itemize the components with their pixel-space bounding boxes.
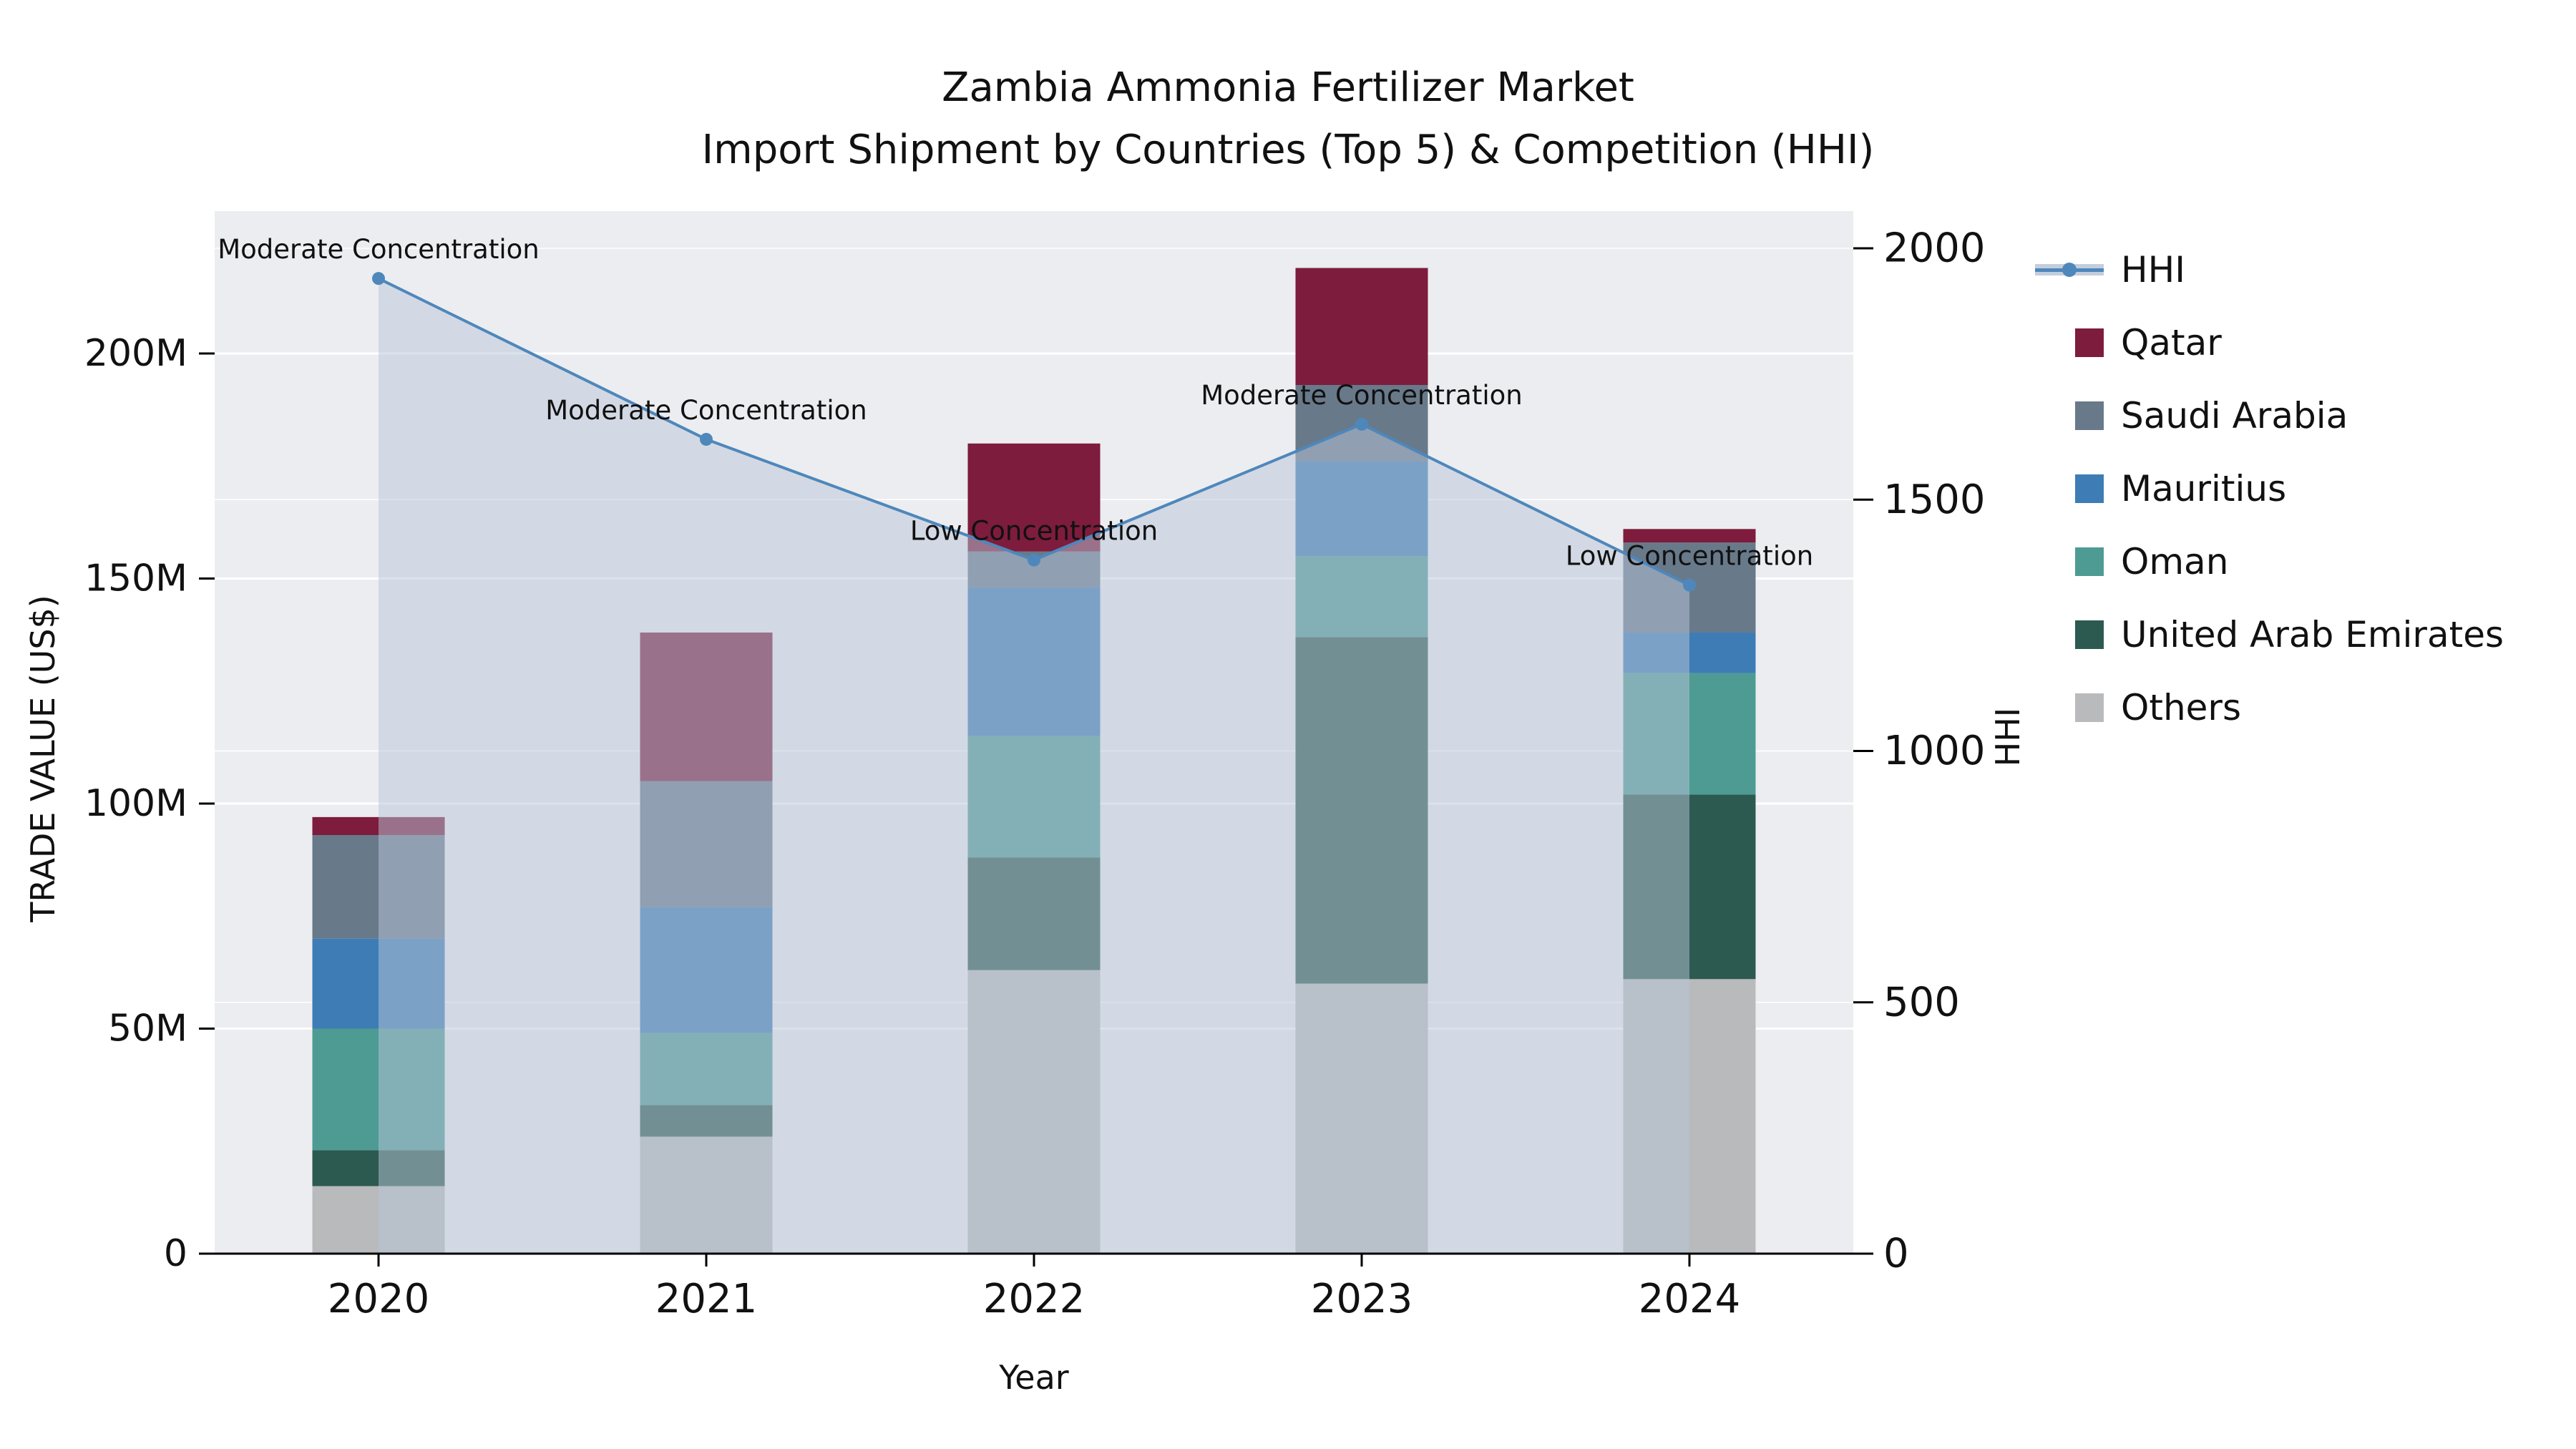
y-right-tick-label-1000: 1000 xyxy=(1883,728,1986,774)
hhi-marker-2024[interactable] xyxy=(1683,578,1696,592)
x-tick-label-2023: 2023 xyxy=(1311,1276,1413,1322)
legend-item-others[interactable]: Others xyxy=(2075,687,2504,728)
x-axis-label: Year xyxy=(999,1358,1069,1397)
legend-swatch-icon xyxy=(2075,328,2104,357)
legend: HHI Qatar Saudi Arabia Mauritius Oman United … xyxy=(2035,249,2504,728)
y-right-tick-label-500: 500 xyxy=(1883,979,1960,1025)
legend-line-marker xyxy=(2062,263,2077,277)
annotation-2022: Low Concentration xyxy=(910,516,1158,547)
y-left-tick-label-50: 50M xyxy=(108,1008,187,1050)
bar-segment-2022-qatar[interactable] xyxy=(967,443,1101,552)
chart-title: Zambia Ammonia Fertilizer Market Import … xyxy=(0,57,2576,182)
legend-swatch-icon xyxy=(2075,547,2104,576)
legend-label: Oman xyxy=(2121,541,2229,582)
y-right-tick-label-1500: 1500 xyxy=(1883,477,1986,523)
legend-item-saudi-arabia[interactable]: Saudi Arabia xyxy=(2075,395,2504,436)
legend-swatch-icon xyxy=(2075,474,2104,503)
hhi-area-fill xyxy=(379,278,1689,1254)
legend-item-mauritius[interactable]: Mauritius xyxy=(2075,468,2504,509)
x-tick-label-2024: 2024 xyxy=(1639,1276,1741,1322)
legend-item-oman[interactable]: Oman xyxy=(2075,541,2504,582)
x-tick-label-2020: 2020 xyxy=(328,1276,430,1322)
legend-label: HHI xyxy=(2121,249,2185,291)
bar-segment-2024-qatar[interactable] xyxy=(1623,529,1756,543)
chart-title-line1: Zambia Ammonia Fertilizer Market xyxy=(942,64,1634,111)
annotation-2021: Moderate Concentration xyxy=(545,395,867,426)
legend-swatch-icon xyxy=(2075,693,2104,722)
hhi-marker-2020[interactable] xyxy=(372,272,385,286)
legend-swatch-icon xyxy=(2075,401,2104,430)
x-tick-label-2021: 2021 xyxy=(655,1276,758,1322)
legend-label: Saudi Arabia xyxy=(2121,395,2348,436)
hhi-marker-2022[interactable] xyxy=(1028,553,1040,567)
x-tick-label-2022: 2022 xyxy=(983,1276,1085,1322)
annotation-2020: Moderate Concentration xyxy=(218,234,539,265)
legend-label: Qatar xyxy=(2121,322,2222,364)
legend-item-united-arab-emirates[interactable]: United Arab Emirates xyxy=(2075,614,2504,655)
legend-item-hhi[interactable]: HHI xyxy=(2035,249,2504,291)
legend-line-sample-icon xyxy=(2035,254,2104,286)
annotation-2023: Moderate Concentration xyxy=(1201,380,1522,411)
hhi-marker-2021[interactable] xyxy=(700,432,713,446)
y-left-tick-label-200: 200M xyxy=(84,332,187,375)
legend-swatch-icon xyxy=(2075,620,2104,649)
annotation-2024: Low Concentration xyxy=(1566,541,1813,572)
y-right-tick-label-0: 0 xyxy=(1883,1231,1909,1277)
legend-item-qatar[interactable]: Qatar xyxy=(2075,322,2504,364)
chart-title-line2: Import Shipment by Countries (Top 5) & C… xyxy=(701,126,1875,173)
legend-label: Mauritius xyxy=(2121,468,2287,509)
legend-label: United Arab Emirates xyxy=(2121,614,2504,655)
y-left-tick-label-150: 150M xyxy=(84,557,187,600)
y-right-tick-label-2000: 2000 xyxy=(1883,225,1986,272)
legend-label: Others xyxy=(2121,687,2242,728)
bar-segment-2023-qatar[interactable] xyxy=(1295,268,1428,386)
y-left-tick-label-0: 0 xyxy=(164,1232,187,1275)
y-left-tick-label-100: 100M xyxy=(84,782,187,825)
hhi-marker-2023[interactable] xyxy=(1355,417,1368,431)
